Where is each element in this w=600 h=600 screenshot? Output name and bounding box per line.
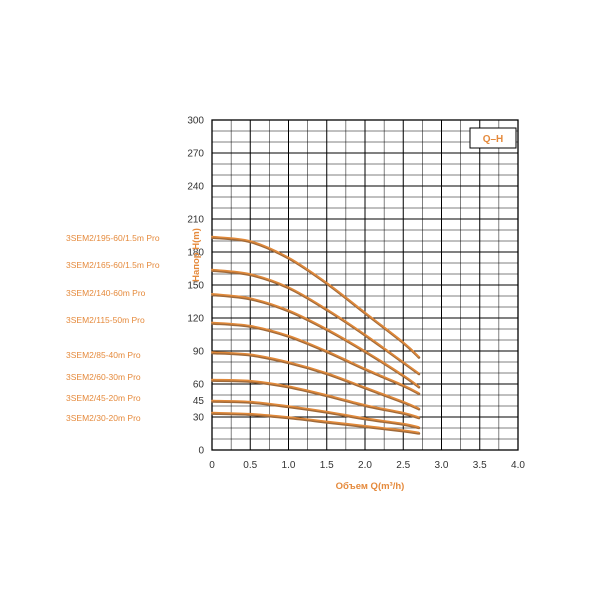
series-label: 3SEM2/45-20m Pro <box>66 393 141 403</box>
series-label: 3SEM2/85-40m Pro <box>66 350 141 360</box>
y-tick-label: 210 <box>187 215 204 226</box>
y-axis-label: Напор H(m) <box>191 228 202 282</box>
y-tick-label: 240 <box>187 182 204 193</box>
y-tick-label: 150 <box>187 281 204 292</box>
series-labels: 3SEM2/195-60/1.5m Pro 3SEM2/165-60/1.5m P… <box>66 233 160 423</box>
x-tick-label: 1.5 <box>320 460 334 471</box>
x-tick-label: 0 <box>209 460 215 471</box>
series-curve-8 <box>211 411 420 434</box>
curves <box>211 235 421 435</box>
legend-box <box>469 127 517 149</box>
series-label: 3SEM2/60-30m Pro <box>66 372 141 382</box>
y-tick-label: 60 <box>193 380 205 391</box>
x-tick-label: 2.0 <box>358 460 372 471</box>
x-tick-labels: 0 0.5 1.0 1.5 2.0 2.5 3.0 3.5 4.0 <box>209 460 525 471</box>
series-label: 3SEM2/195-60/1.5m Pro <box>66 233 160 243</box>
x-tick-label: 3.0 <box>435 460 449 471</box>
series-curve-shadow <box>211 412 421 435</box>
x-tick-label: 0.5 <box>243 460 257 471</box>
series-curve-6 <box>211 378 420 418</box>
series-curve-1 <box>211 235 420 358</box>
series-curve-2 <box>211 268 420 374</box>
grid <box>211 119 519 451</box>
x-tick-label: 3.5 <box>473 460 487 471</box>
series-curve-shadow <box>211 322 421 396</box>
y-tick-label: 270 <box>187 149 204 160</box>
series-curve-shadow <box>211 379 421 420</box>
series-label: 3SEM2/165-60/1.5m Pro <box>66 260 160 270</box>
y-tick-label: 120 <box>187 314 204 325</box>
series-curve-shadow <box>211 400 421 430</box>
series-curve-4 <box>211 321 420 394</box>
series-curve-3 <box>211 293 420 387</box>
legend-text: Q–H <box>483 134 504 145</box>
y-tick-label: 30 <box>193 413 205 424</box>
x-tick-label: 4.0 <box>511 460 525 471</box>
series-curve-7 <box>211 399 420 428</box>
y-tick-labels: 0 30 45 60 90 120 150 180 210 240 270 300 <box>187 116 204 457</box>
series-label: 3SEM2/115-50m Pro <box>66 315 145 325</box>
series-label: 3SEM2/140-60m Pro <box>66 288 146 298</box>
x-tick-label: 1.0 <box>282 460 296 471</box>
series-curve-5 <box>211 351 420 409</box>
y-tick-label: 300 <box>187 116 204 127</box>
y-tick-label: 45 <box>193 396 205 407</box>
series-label: 3SEM2/30-20m Pro <box>66 413 141 423</box>
y-tick-label: 0 <box>198 446 204 457</box>
y-tick-label: 180 <box>187 248 204 259</box>
y-tick-label: 90 <box>193 347 205 358</box>
plot-frame <box>211 119 519 451</box>
series-curve-shadow <box>211 293 421 389</box>
x-tick-label: 2.5 <box>396 460 410 471</box>
x-axis-label: Объем Q(m³/h) <box>336 481 405 492</box>
